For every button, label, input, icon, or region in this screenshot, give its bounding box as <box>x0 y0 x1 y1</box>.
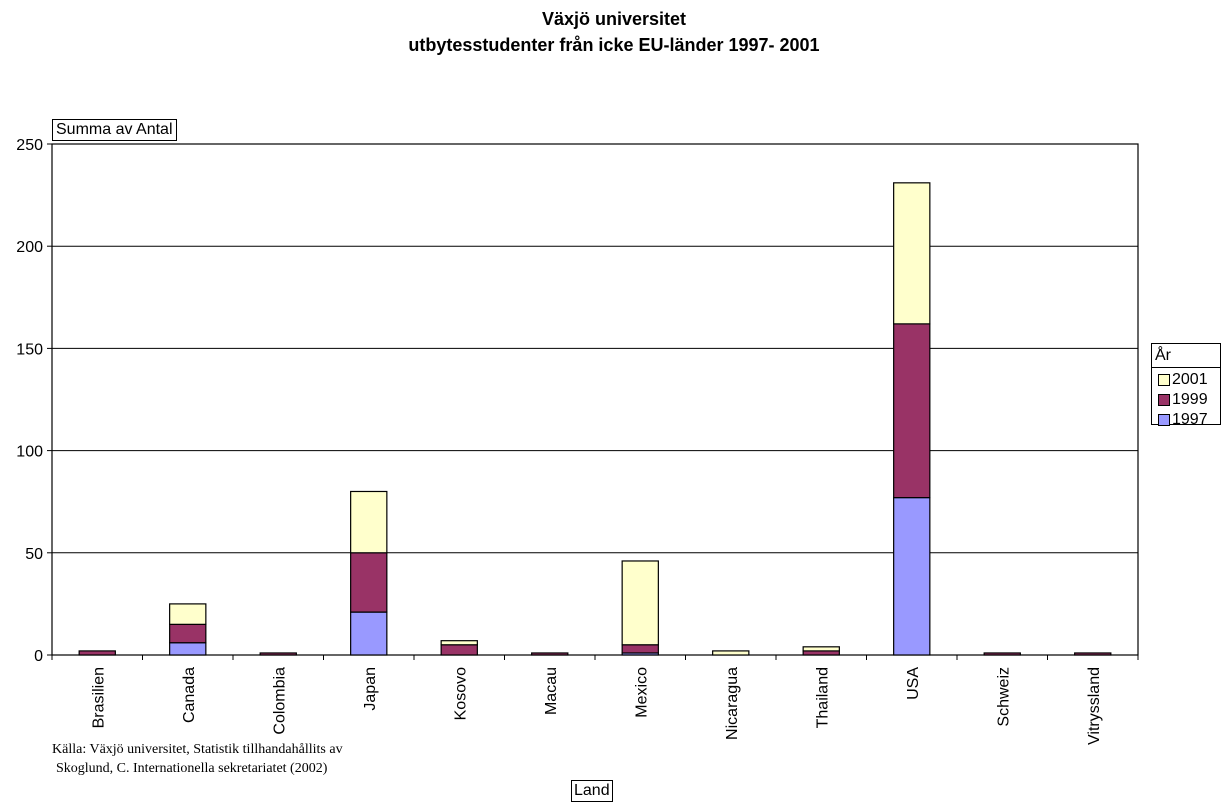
bar-segment-nicaragua-2001 <box>712 650 750 656</box>
legend-label: 1997 <box>1172 411 1208 428</box>
legend-item-1997: 1997 <box>1158 410 1208 430</box>
x-tick-label: Schweiz <box>995 667 1012 727</box>
x-tick-label: USA <box>905 667 922 700</box>
x-tick-label: Nicaragua <box>724 667 741 740</box>
y-tick-label: 150 <box>16 341 43 358</box>
legend-swatch <box>1158 414 1170 426</box>
x-tick-label: Thailand <box>814 667 831 728</box>
legend-swatch <box>1158 374 1170 386</box>
bar-segment-kosovo-2001 <box>440 640 478 646</box>
source-note: Källa: Växjö universitet, Statistik till… <box>52 740 343 778</box>
bar-segment-vitryssland-1999 <box>1074 652 1112 656</box>
legend-item-2001: 2001 <box>1158 370 1208 390</box>
chart-title: Växjö universitet <box>541 9 687 29</box>
bar-segment-usa-2001 <box>893 182 931 325</box>
bar-segment-usa-1997 <box>893 497 931 656</box>
legend-title: År <box>1152 344 1220 368</box>
y-tick-label: 250 <box>16 137 43 154</box>
bar-segment-canada-1997 <box>169 642 207 656</box>
bar-segment-japan-1999 <box>350 552 388 613</box>
legend-label: 2001 <box>1172 371 1208 388</box>
bar-segment-schweiz-1999 <box>983 652 1021 656</box>
bar-segment-japan-1997 <box>350 611 388 656</box>
legend: År 2001 1999 1997 <box>1151 343 1221 428</box>
legend-swatch <box>1158 394 1170 406</box>
x-tick-label: Vitryssland <box>1086 667 1103 745</box>
y-tick-label: 50 <box>25 546 43 563</box>
x-tick-label: Kosovo <box>452 667 469 720</box>
bar-segment-mexico-1999 <box>621 644 659 654</box>
y-tick-label: 0 <box>34 648 43 665</box>
bar-segment-brasilien-1999 <box>78 650 116 656</box>
bar-segment-canada-2001 <box>169 603 207 625</box>
bar-segment-kosovo-1999 <box>440 644 478 656</box>
legend-item-1999: 1999 <box>1158 390 1208 410</box>
x-axis-label: Land <box>571 780 613 802</box>
legend-label: 1999 <box>1172 391 1208 408</box>
x-tick-label: Mexico <box>633 667 650 718</box>
y-tick-label: 200 <box>16 239 43 256</box>
x-tick-label: Colombia <box>271 667 288 735</box>
bar-segment-thailand-1999 <box>802 650 840 656</box>
bar-segment-japan-2001 <box>350 490 388 554</box>
source-note-line2: Skoglund, C. Internationella sekretariat… <box>56 761 328 776</box>
bar-segment-colombia-1999 <box>259 652 297 656</box>
bar-segment-canada-1999 <box>169 623 207 644</box>
x-tick-label: Japan <box>362 667 379 711</box>
y-tick-label: 100 <box>16 444 43 461</box>
bar-segment-usa-1999 <box>893 323 931 499</box>
bar-segment-macau-1999 <box>531 652 569 656</box>
x-tick-label: Brasilien <box>90 667 107 728</box>
bar-segment-mexico-2001 <box>621 560 659 646</box>
chart-subtitle: utbytesstudenter från icke EU-länder 199… <box>408 35 820 55</box>
bar-segment-thailand-2001 <box>802 646 840 652</box>
x-tick-label: Macau <box>543 667 560 715</box>
plot-area <box>51 143 1139 656</box>
y-axis-label: Summa av Antal <box>52 119 177 141</box>
x-tick-label: Canada <box>181 667 198 723</box>
source-note-line1: Källa: Växjö universitet, Statistik till… <box>52 742 343 757</box>
